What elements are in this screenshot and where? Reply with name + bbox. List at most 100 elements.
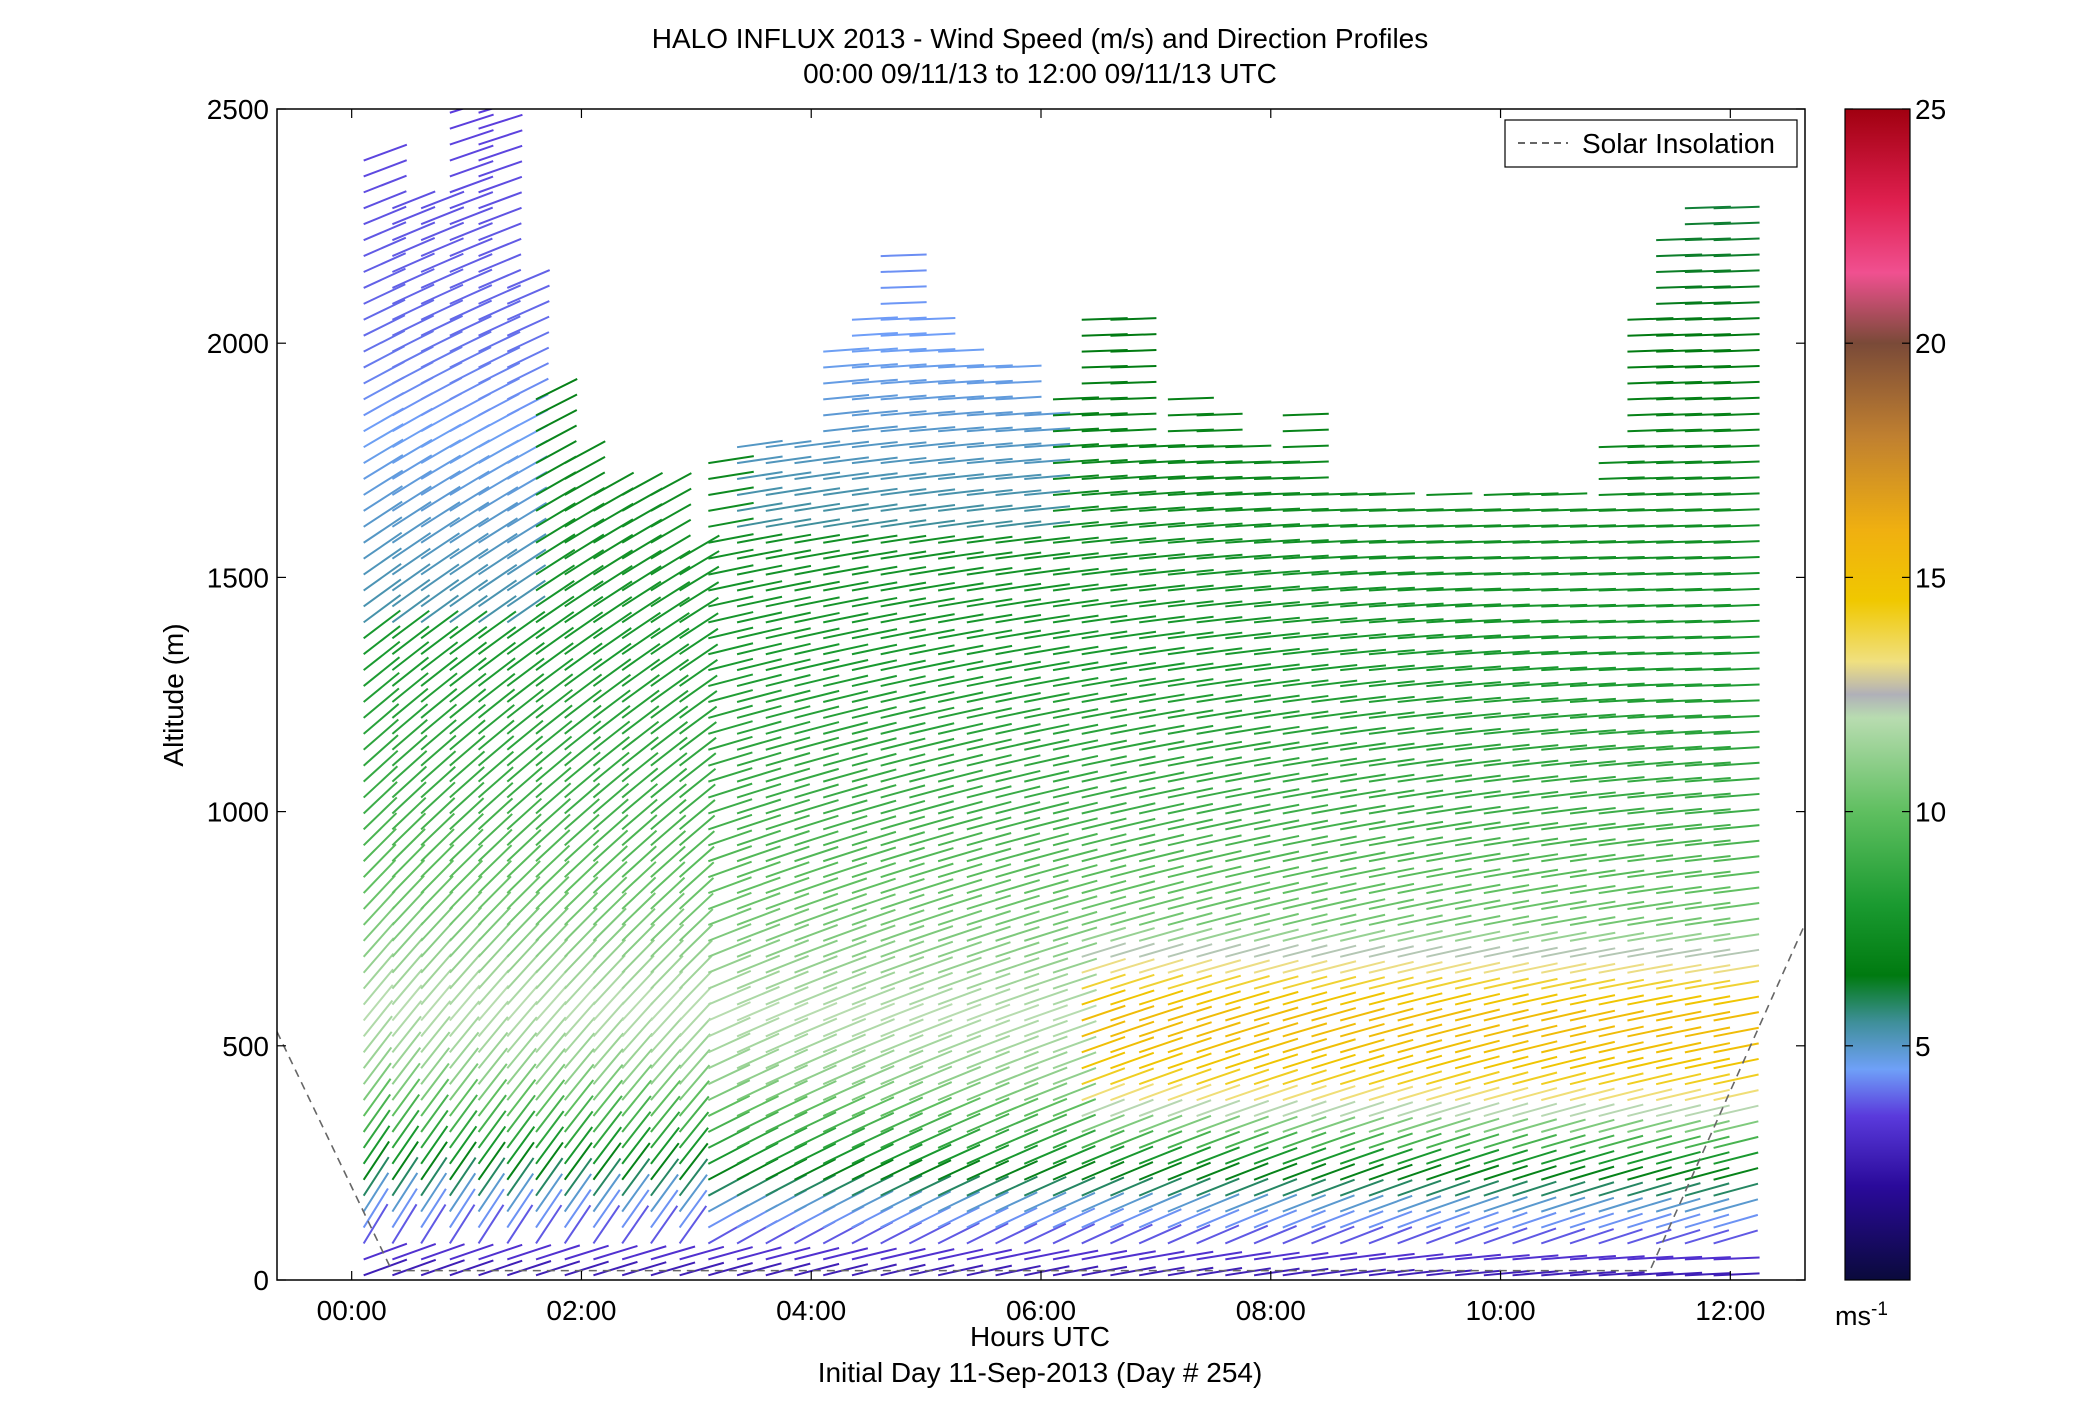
wind-vector [1512,946,1558,958]
wind-vector [1224,1193,1269,1213]
wind-vector [535,580,575,608]
wind-vector [1656,651,1703,656]
wind-vector [535,1244,581,1261]
wind-vector [1253,850,1300,863]
wind-vector [391,1141,419,1181]
wind-vector [1110,1036,1155,1054]
wind-vector [851,612,898,624]
wind-vector [1426,961,1472,974]
wind-vector [1081,536,1128,544]
wind-vector [851,1174,894,1197]
wind-vector [420,703,458,735]
wind-vector [1598,460,1645,465]
wind-vector [909,831,954,847]
wind-vector [1397,1226,1442,1245]
wind-vector [736,939,781,958]
wind-vector [1138,709,1185,719]
wind-vector [1340,851,1386,863]
wind-vector [1713,556,1760,560]
wind-vector [1196,1162,1240,1181]
wind-vector [1598,571,1645,576]
wind-vector [765,1111,808,1133]
wind-vector [995,1144,1039,1165]
wind-vector [564,860,599,894]
wind-vector [995,614,1042,624]
wind-vector [1569,619,1616,624]
wind-vector [363,221,407,242]
wind-vector [1311,960,1357,974]
wind-vector [1483,556,1530,560]
wind-vector [1655,1041,1702,1054]
wind-vector [1081,412,1128,417]
wind-vector [937,1019,982,1038]
wind-vector [363,329,406,353]
wind-vector [1627,1255,1674,1261]
wind-vector [1339,944,1386,958]
wind-vector [908,1190,952,1213]
wind-vector [966,1097,1010,1117]
wind-vector [1713,1104,1759,1118]
wind-vector [1627,587,1674,592]
wind-vector [707,985,752,1006]
wind-vector [478,486,519,512]
wind-vector [391,812,427,847]
wind-vector [966,894,1012,910]
wind-vector [1167,1177,1211,1197]
wind-vector [1225,585,1272,592]
wind-vector [794,534,841,544]
wind-vector [506,688,545,719]
wind-vector [736,486,783,496]
wind-vector [736,829,781,847]
wind-vector [1081,1004,1126,1022]
wind-vector [1167,880,1213,895]
wind-vector [909,1018,953,1038]
wind-vector [535,1141,564,1181]
wind-vector [822,1142,866,1165]
wind-vector [1713,508,1760,512]
wind-vector [1368,898,1415,911]
wind-vector [1368,617,1415,624]
wind-vector [995,832,1041,847]
wind-vector [1368,555,1415,560]
wind-vector [592,611,633,640]
wind-vector [1569,1056,1615,1070]
wind-vector [1081,661,1128,672]
wind-vector [1081,583,1128,592]
wind-vector [650,487,692,512]
wind-vector [592,907,627,942]
wind-vector [477,1047,508,1085]
wind-vector [477,1094,507,1133]
wind-vector [880,488,927,496]
wind-vector [506,1141,535,1181]
wind-vector [621,471,664,496]
wind-vector [909,316,956,321]
wind-vector [449,253,493,273]
wind-vector [1483,774,1530,783]
wind-vector [1454,743,1501,751]
wind-vector [1684,540,1731,544]
wind-vector [1368,680,1415,688]
wind-vector [477,906,511,942]
wind-vector [794,814,839,831]
wind-vector [1196,974,1242,990]
wind-vector [1282,412,1329,417]
wind-vector [506,797,543,831]
wind-vector [794,674,840,688]
wind-vector [1483,1024,1529,1038]
wind-vector [1627,869,1674,879]
wind-vector [1282,632,1329,640]
wind-vector [1110,364,1157,369]
wind-vector [1627,571,1674,576]
wind-vector [621,1064,653,1101]
wind-vector [391,578,431,608]
wind-vector [650,1048,682,1085]
wind-vector [1426,852,1472,863]
wind-vector [1713,979,1760,990]
wind-vector [851,1065,895,1086]
wind-vector [1713,603,1760,608]
wind-vector [1426,508,1473,512]
wind-vector [736,1063,780,1086]
wind-vector [1052,770,1099,783]
wind-vector [1598,963,1645,974]
wind-vector [1656,540,1703,544]
